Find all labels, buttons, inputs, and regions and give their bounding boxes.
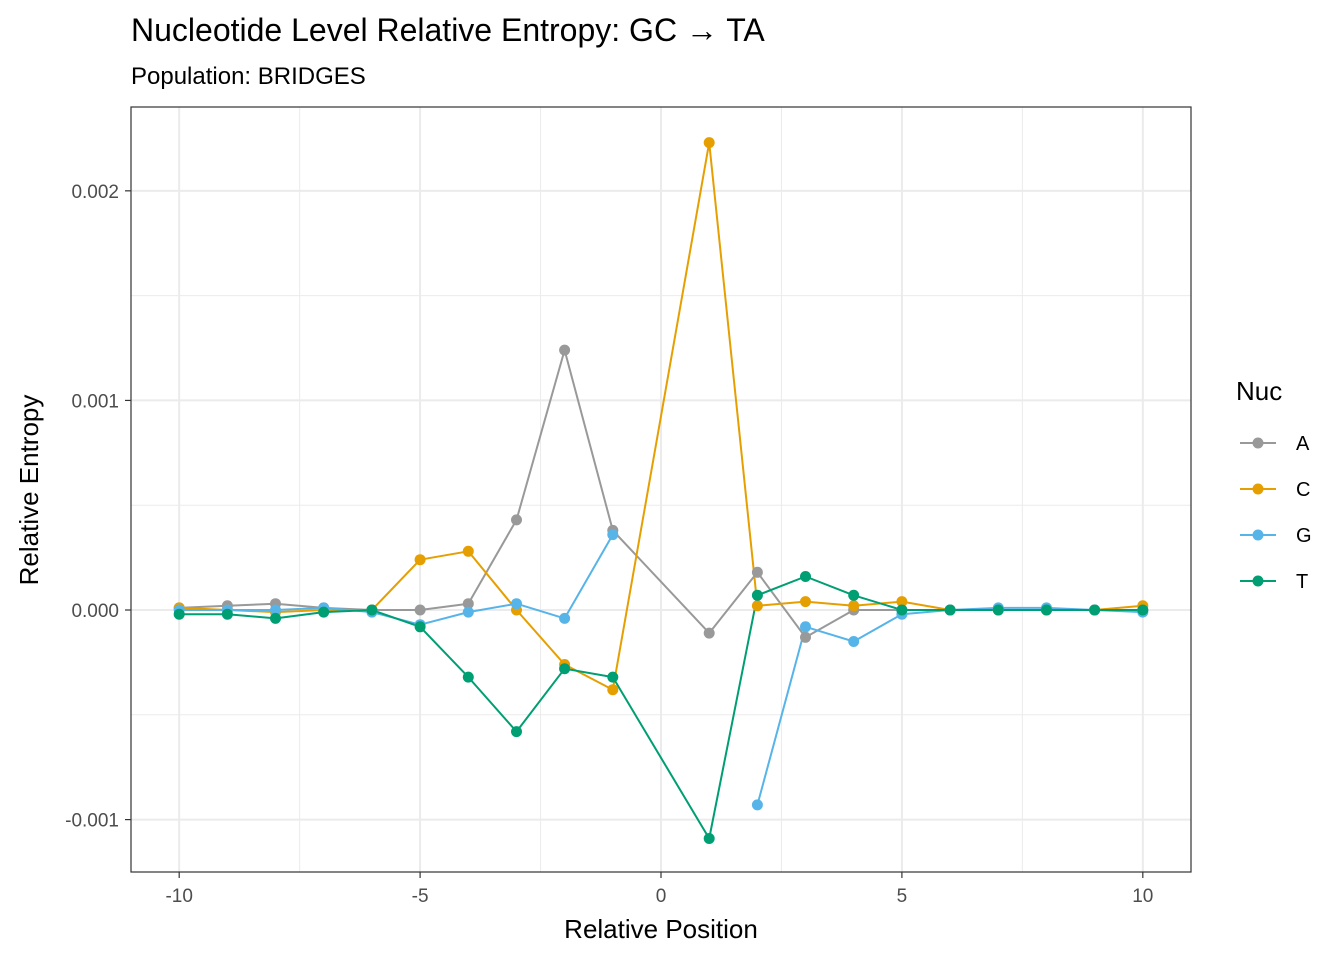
data-point-a bbox=[800, 631, 811, 643]
data-point-t bbox=[366, 604, 378, 616]
data-point-t bbox=[318, 606, 330, 618]
data-point-t bbox=[1089, 604, 1101, 616]
data-point-c bbox=[414, 554, 426, 566]
data-point-g bbox=[462, 606, 474, 618]
data-point-g bbox=[800, 621, 811, 633]
data-point-t bbox=[1041, 604, 1052, 616]
chart-subtitle: Population: BRIDGES bbox=[131, 63, 366, 90]
data-point-t bbox=[270, 612, 281, 624]
legend-key-point-a bbox=[1252, 437, 1264, 449]
data-point-a bbox=[462, 598, 474, 610]
legend-label-c: C bbox=[1296, 479, 1310, 501]
data-point-a bbox=[751, 566, 763, 578]
data-point-g bbox=[607, 529, 619, 541]
x-tick-label: -5 bbox=[412, 886, 429, 907]
data-point-a bbox=[703, 627, 715, 639]
data-point-t bbox=[607, 671, 619, 683]
data-point-c bbox=[800, 596, 811, 608]
data-point-g bbox=[511, 598, 522, 610]
y-tick-label: 0.001 bbox=[71, 391, 119, 412]
x-axis-title: Relative Position bbox=[564, 914, 758, 944]
data-point-a bbox=[414, 604, 426, 616]
data-point-t bbox=[462, 671, 474, 683]
y-tick-label: 0.002 bbox=[71, 182, 119, 203]
data-point-t bbox=[414, 621, 426, 633]
data-point-t bbox=[703, 833, 715, 844]
chart-title: Nucleotide Level Relative Entropy: GC → … bbox=[131, 12, 765, 48]
series-line-t bbox=[179, 575, 1143, 840]
data-point-t bbox=[800, 571, 811, 582]
data-point-t bbox=[848, 589, 860, 601]
data-point-c bbox=[462, 545, 474, 557]
data-point-g bbox=[848, 636, 860, 647]
data-point-c bbox=[607, 684, 619, 696]
x-tick-label: 10 bbox=[1132, 886, 1153, 907]
data-point-t bbox=[1137, 604, 1149, 616]
y-axis-title: Relative Entropy bbox=[14, 395, 44, 586]
data-point-g bbox=[270, 604, 281, 616]
legend-key-point-t bbox=[1252, 575, 1264, 587]
x-tick-label: 0 bbox=[656, 886, 667, 907]
x-tick-label: 5 bbox=[897, 886, 908, 907]
legend: Nuc A C G T bbox=[1236, 376, 1312, 593]
legend-label-a: A bbox=[1296, 433, 1310, 455]
data-point-t bbox=[992, 604, 1004, 616]
data-point-t bbox=[896, 604, 908, 616]
data-point-t bbox=[559, 663, 571, 675]
data-point-t bbox=[221, 608, 233, 620]
data-point-t bbox=[511, 726, 522, 738]
data-point-c bbox=[848, 600, 860, 612]
data-point-c bbox=[751, 600, 763, 612]
legend-title: Nuc bbox=[1236, 376, 1282, 406]
data-point-t bbox=[944, 604, 956, 616]
legend-key-point-g bbox=[1252, 529, 1264, 541]
x-tick-label: -10 bbox=[165, 886, 192, 907]
y-tick-label: -0.001 bbox=[65, 811, 119, 832]
legend-key-point-c bbox=[1252, 483, 1264, 495]
data-point-t bbox=[751, 589, 763, 601]
legend-label-t: T bbox=[1296, 571, 1308, 593]
data-point-g bbox=[751, 799, 763, 811]
series-line-g bbox=[756, 606, 1143, 806]
data-point-a bbox=[559, 344, 571, 356]
y-tick-label: 0.000 bbox=[71, 601, 119, 622]
data-point-g bbox=[559, 612, 571, 624]
data-point-c bbox=[896, 596, 908, 608]
legend-label-g: G bbox=[1296, 525, 1312, 547]
data-point-a bbox=[511, 514, 522, 526]
plot-area: -10 -5 0 5 10 -0.001 0.000 0.001 0.002 bbox=[65, 106, 1192, 907]
data-point-t bbox=[173, 608, 185, 620]
data-point-c bbox=[703, 137, 715, 149]
